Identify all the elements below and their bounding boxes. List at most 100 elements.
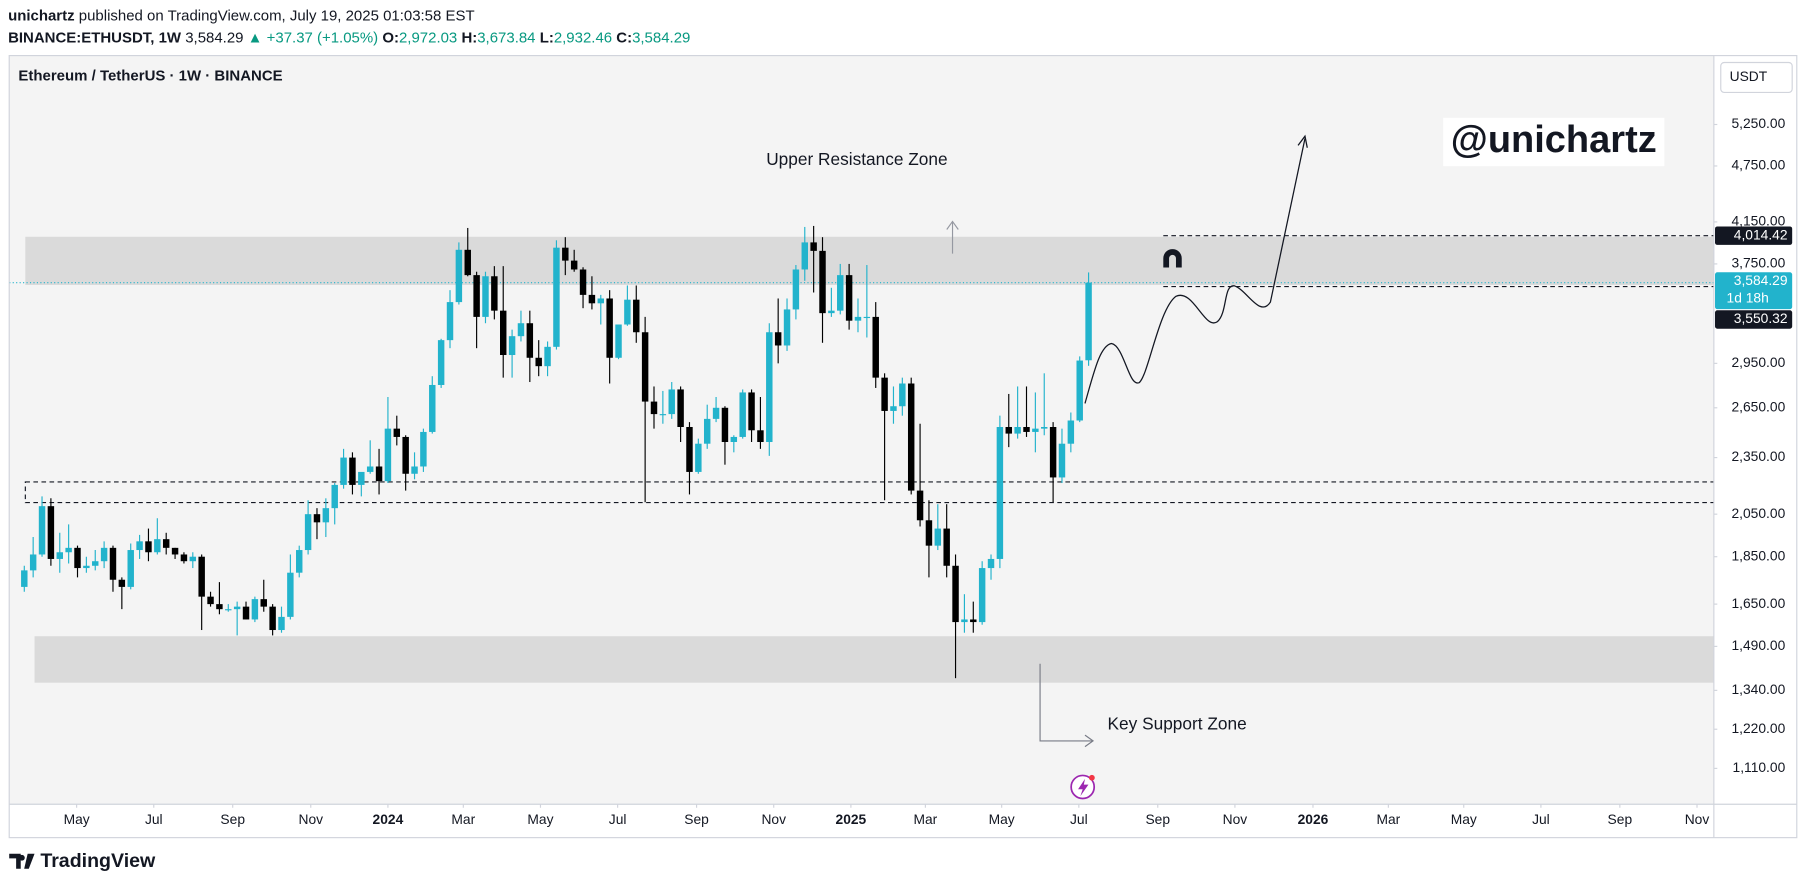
candle-body <box>730 436 738 443</box>
x-tick-label: Nov <box>1223 811 1248 827</box>
x-tick-label: Sep <box>220 811 245 827</box>
candle-body <box>1032 428 1039 432</box>
candle-body <box>1085 282 1092 361</box>
watermark-bg <box>1443 117 1665 167</box>
range-box <box>24 481 1714 504</box>
projection-path <box>1084 138 1306 404</box>
candle-body <box>278 616 285 631</box>
candle-body <box>535 357 542 367</box>
candle-body <box>349 457 356 485</box>
candle-body <box>74 547 81 569</box>
candle-body <box>570 260 578 270</box>
candle-body <box>56 552 63 559</box>
candle-body <box>127 550 134 587</box>
price-label: 4,014.42 <box>1734 226 1788 242</box>
candle-body <box>402 436 409 474</box>
candle-body <box>269 606 276 631</box>
candle-body <box>473 275 480 317</box>
publish-line: unichartz published on TradingView.com, … <box>8 7 475 24</box>
y-tick-label: 1,110.00 <box>1733 759 1786 775</box>
last-price: 3,584.29 <box>185 29 243 46</box>
y-tick-label: 1,490.00 <box>1731 637 1785 653</box>
support-arrow <box>1039 663 1095 748</box>
candle-body <box>845 275 853 321</box>
candle-body <box>189 556 197 562</box>
candle-body <box>145 541 152 553</box>
candle-body <box>340 457 347 485</box>
time-axis: Mar May Jul Sep Nov 2024 Mar May Jul Sep Nov 2025 Ma… <box>64 804 1710 827</box>
candle-body <box>579 269 587 295</box>
candle-body <box>544 346 551 367</box>
candle-body <box>287 572 294 617</box>
candle-body <box>641 332 649 402</box>
candle-body <box>854 316 862 321</box>
ohlc-value: 3,584.29 <box>632 29 690 46</box>
candle-body <box>748 392 755 431</box>
currency-button[interactable] <box>1720 61 1793 94</box>
candle-body <box>313 514 321 523</box>
candle-body <box>828 310 835 314</box>
candle-body <box>1041 426 1048 429</box>
candle-body <box>207 596 214 605</box>
candle-body <box>154 539 161 553</box>
currency[interactable]: USDT <box>1730 68 1768 84</box>
candle-body <box>136 541 143 551</box>
ohlc-value: 3,673.84 <box>477 29 535 46</box>
candle-body <box>21 570 28 587</box>
candle-body <box>943 528 950 566</box>
candle-body <box>47 506 55 559</box>
x-tick-label: Nov <box>1685 811 1710 827</box>
y-tick-label: 1,340.00 <box>1731 681 1785 697</box>
candle-body <box>783 309 791 346</box>
candle-body <box>677 389 684 427</box>
candle-body <box>499 310 507 356</box>
candle-body <box>819 250 826 314</box>
x-tick-label: 2026 <box>1298 811 1329 827</box>
magnet-icon <box>1163 249 1182 268</box>
events-icon[interactable] <box>1070 774 1096 800</box>
chart-title: Ethereum / TetherUS · 1W · BINANCE <box>18 67 282 84</box>
x-tick-label: Mar <box>1376 811 1400 827</box>
zone <box>34 636 1714 683</box>
price-label-box <box>1715 310 1793 329</box>
y-tick-label: 2,050.00 <box>1731 505 1785 521</box>
price-label-box <box>1715 226 1793 245</box>
event-dot[interactable] <box>1089 774 1095 781</box>
arrow-head <box>1084 734 1095 748</box>
y-tick-label: 2,650.00 <box>1731 398 1785 414</box>
candle-body <box>233 606 241 610</box>
candle-body <box>526 323 534 358</box>
candle-body <box>774 332 782 346</box>
annotation: Upper Resistance Zone <box>766 149 947 169</box>
candle-body <box>29 554 37 571</box>
ohlc-value: 2,972.03 <box>399 29 457 46</box>
candle-body <box>304 514 312 551</box>
candle-body <box>925 520 933 546</box>
candle-body <box>491 276 498 311</box>
logo-mark <box>9 853 35 869</box>
ohlc-value: 2,932.46 <box>554 29 612 46</box>
symbol-line: BINANCE:ETHUSDT, 1W 3,584.29 ▲ +37.37 (+… <box>8 29 690 46</box>
candle-body <box>792 269 800 310</box>
candle-body <box>757 430 764 443</box>
candle-body <box>881 377 888 411</box>
candle-body <box>118 579 126 587</box>
candle-body <box>872 316 879 378</box>
price-label: 3,550.32 <box>1734 310 1788 326</box>
x-tick-label: Jul <box>145 811 163 827</box>
candle-body <box>1058 443 1066 478</box>
candle-body <box>1067 420 1075 444</box>
magnet <box>1163 249 1182 268</box>
chart-border <box>8 55 1798 839</box>
x-tick-label: Mar <box>913 811 937 827</box>
candle-body <box>358 471 365 485</box>
candle-body <box>1076 360 1083 421</box>
ohlc-key: O: <box>382 29 399 46</box>
y-tick-label: 2,350.00 <box>1731 448 1785 464</box>
event-bolt[interactable] <box>1078 778 1089 797</box>
symbol: BINANCE:ETHUSDT, 1W <box>8 29 182 46</box>
candle-body <box>464 249 471 276</box>
x-tick-label: 2025 <box>836 811 867 827</box>
